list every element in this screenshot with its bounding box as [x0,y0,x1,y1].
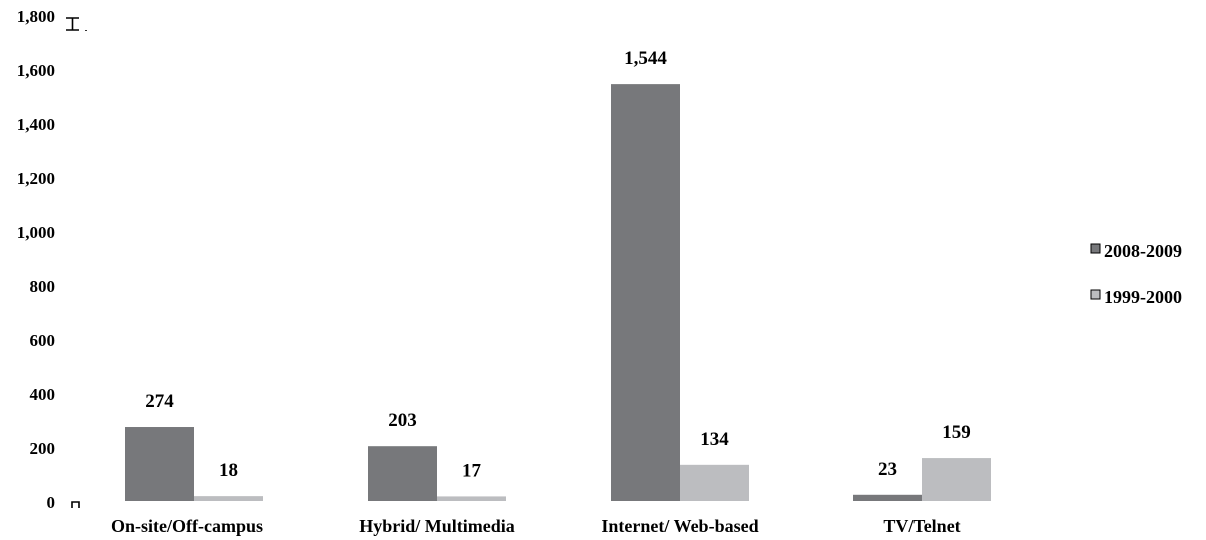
legend-label-2008-2009: 2008-2009 [1104,241,1182,261]
x-category-label: On-site/Off-campus [111,516,263,536]
bar-1999-2000-2 [680,464,749,501]
bar-2008-2009-2 [611,84,680,502]
bar-1999-2000-1 [437,496,506,501]
y-tick-label: 400 [30,385,56,404]
data-label: 203 [388,410,417,431]
x-category-label: Internet/ Web-based [601,516,758,536]
data-labels-group: 274 18 203 17 1,544 134 23 159 [145,48,971,481]
x-category-label: TV/Telnet [883,516,960,536]
y-tick-label: 600 [30,331,56,350]
x-axis: On-site/Off-campus Hybrid/ Multimedia In… [111,516,961,536]
y-tick-label: 1,800 [17,7,55,26]
y-tick-label: 1,000 [17,223,55,242]
bar-2008-2009-1 [368,446,437,501]
y-tick-label: 1,200 [17,169,55,188]
data-label: 23 [878,459,897,480]
legend: 2008-2009 1999-2000 [1090,241,1182,307]
bar-1999-2000-0 [194,496,263,501]
y-tick-label: 0 [47,493,56,512]
y-axis: 0 200 400 600 800 1,000 1,200 1,400 1,60… [17,7,87,512]
data-label: 18 [219,460,238,481]
legend-label-1999-2000: 1999-2000 [1104,287,1182,307]
axis-base-marker [71,501,80,508]
data-label: 159 [942,422,971,443]
legend-swatch-2008-2009 [1090,243,1101,254]
y-tick-label: 800 [30,277,56,296]
data-label: 1,544 [624,48,667,69]
bar-1999-2000-3 [922,458,991,501]
y-tick-label: 1,600 [17,61,55,80]
data-label: 134 [700,429,729,450]
axis-cap-marker [66,17,87,31]
bar-2008-2009-3 [853,494,922,501]
x-category-label: Hybrid/ Multimedia [359,516,515,536]
data-label: 17 [462,460,482,481]
data-label: 274 [145,391,174,412]
y-tick-label: 200 [30,439,56,458]
bars-group [125,84,991,502]
bar-2008-2009-0 [125,427,194,501]
y-tick-label: 1,400 [17,115,55,134]
legend-swatch-1999-2000 [1090,289,1101,300]
